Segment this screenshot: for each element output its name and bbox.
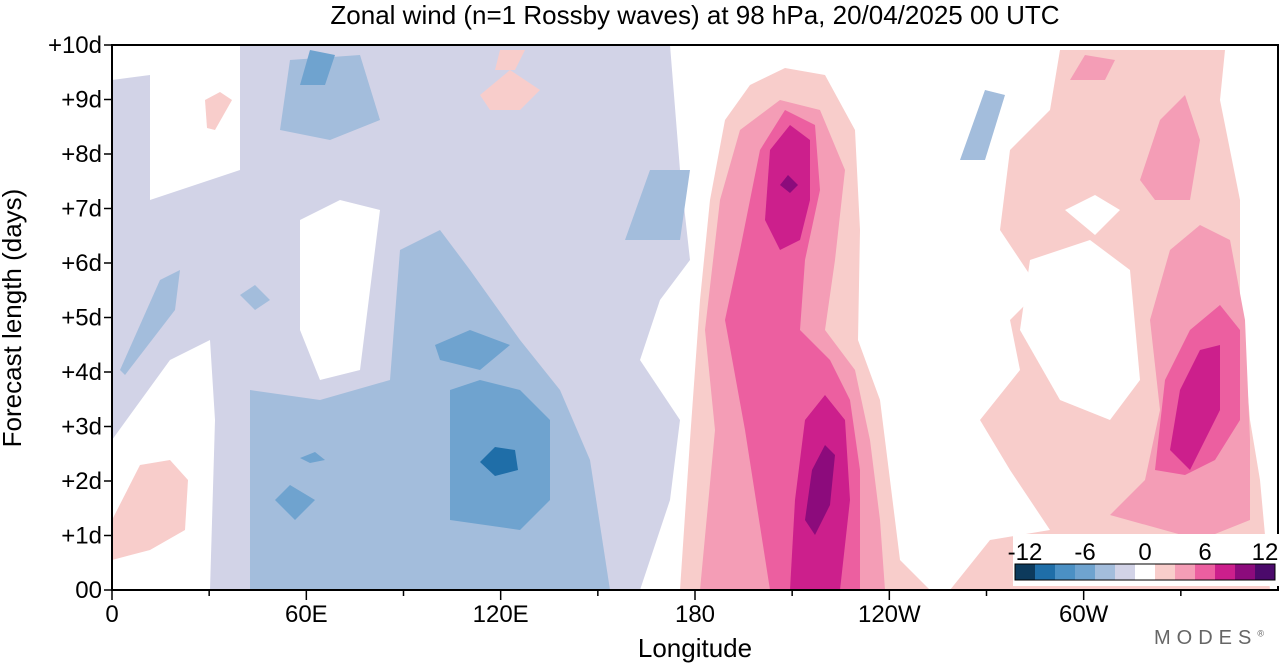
contour-neg-4 — [240, 285, 270, 310]
contour-gap — [1020, 240, 1140, 420]
colorbar-swatch — [1235, 564, 1256, 580]
contour-pos-4 — [1070, 55, 1115, 80]
x-tick-label: 120W — [858, 601, 921, 628]
contour-neg-6 — [300, 50, 335, 85]
colorbar-swatch — [1035, 564, 1056, 580]
contour-pos-8 — [1170, 345, 1220, 470]
colorbar-swatch — [1175, 564, 1196, 580]
colorbar: -12 -6 0 6 12 — [1008, 534, 1279, 586]
contour-pos-2 — [112, 460, 188, 560]
x-axis: 0 60E 120E 180 120W 60W — [105, 590, 1182, 628]
contour-gap — [1065, 195, 1120, 235]
contour-neg-6 — [275, 485, 315, 520]
y-tick-label: +5d — [61, 305, 102, 332]
colorbar-label: 12 — [1252, 539, 1279, 566]
y-tick-label: +4d — [61, 359, 102, 386]
contour-neg-6 — [300, 452, 325, 463]
y-axis-label: Forecast length (days) — [0, 189, 27, 448]
y-tick-label: 00 — [75, 577, 102, 604]
contour-gap — [300, 200, 380, 380]
colorbar-swatch — [1215, 564, 1236, 580]
colorbar-swatch — [1095, 564, 1116, 580]
y-tick-label: +1d — [61, 523, 102, 550]
colorbar-label: 6 — [1198, 539, 1211, 566]
colorbar-swatch — [1075, 564, 1096, 580]
contour-field — [112, 45, 1270, 590]
contour-neg-4 — [120, 270, 180, 375]
y-tick-label: +6d — [61, 250, 102, 277]
colorbar-swatch — [1055, 564, 1076, 580]
y-tick-label: +2d — [61, 468, 102, 495]
x-tick-label: 180 — [675, 601, 715, 628]
contour-neg-6 — [435, 330, 510, 370]
x-tick-label: 120E — [473, 601, 529, 628]
contour-neg-8 — [480, 447, 518, 476]
contour-neg-4 — [960, 90, 1005, 160]
x-tick-label: 60W — [1059, 601, 1109, 628]
contour-pos-2 — [495, 50, 525, 70]
colorbar-swatch — [1135, 564, 1156, 580]
contour-pos-10 — [780, 175, 798, 193]
colorbar-swatch — [1155, 564, 1176, 580]
modes-logo: MODES® — [1154, 627, 1264, 649]
y-tick-label: +7d — [61, 196, 102, 223]
y-axis: 00 +1d +2d +3d +4d +5d +6d +7d +8d +9d +10d — [48, 32, 112, 604]
colorbar-swatch — [1255, 564, 1276, 580]
x-tick-label: 0 — [105, 601, 118, 628]
contour-pos-2 — [480, 70, 540, 110]
colorbar-swatch — [1015, 564, 1036, 580]
y-tick-label: +10d — [48, 32, 102, 59]
x-tick-label: 60E — [285, 601, 328, 628]
x-axis-label: Longitude — [638, 633, 752, 663]
y-tick-label: +9d — [61, 87, 102, 114]
y-tick-label: +8d — [61, 141, 102, 168]
contour-neg-4 — [625, 170, 690, 240]
chart-title: Zonal wind (n=1 Rossby waves) at 98 hPa,… — [330, 0, 1059, 30]
colorbar-label: -12 — [1008, 539, 1043, 566]
colorbar-label: -6 — [1074, 539, 1095, 566]
colorbar-frame — [1014, 563, 1276, 581]
contour-pos-2 — [205, 92, 232, 130]
colorbar-label: 0 — [1138, 539, 1151, 566]
y-tick-label: +3d — [61, 414, 102, 441]
contour-pos-4 — [1140, 95, 1200, 200]
colorbar-swatch — [1195, 564, 1216, 580]
contour-pos-10 — [805, 445, 835, 535]
colorbar-swatch — [1115, 564, 1136, 580]
